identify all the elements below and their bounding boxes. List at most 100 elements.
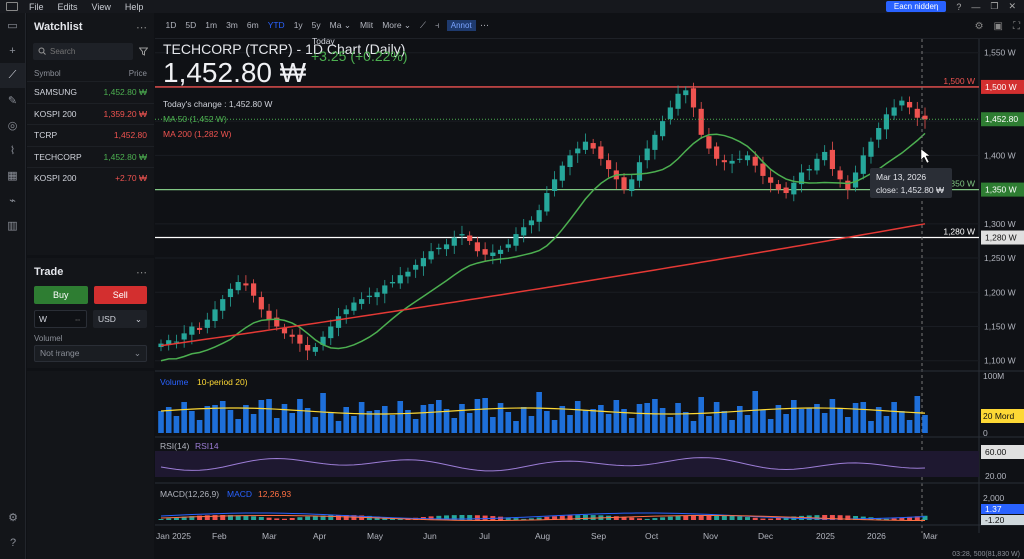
volume-bar: [436, 400, 442, 433]
annot-button[interactable]: Annot: [446, 20, 476, 31]
col-symbol[interactable]: Symbol: [34, 69, 61, 78]
candle-body: [181, 333, 187, 340]
candle-body: [791, 182, 797, 195]
macd-histogram-bar: [544, 516, 550, 520]
circle-icon[interactable]: ◎: [7, 120, 18, 132]
timeframe-2[interactable]: 1m: [205, 20, 218, 30]
candle-body: [497, 249, 504, 254]
watchlist-row[interactable]: TECHCORP 1,452.80 ₩: [27, 145, 154, 168]
filter-icon[interactable]: [139, 47, 148, 56]
help-circle-icon[interactable]: ?: [9, 536, 17, 549]
app-icon: [6, 2, 18, 11]
macd-histogram-bar: [158, 519, 164, 520]
level-1350-label: 1,350 W: [943, 179, 975, 189]
camera-icon[interactable]: ▣: [993, 20, 1003, 32]
chart-icon[interactable]: ⟋: [0, 63, 25, 88]
timeframe-10[interactable]: More ⌄: [382, 20, 412, 30]
watchlist-row[interactable]: TCRP 1,452.80: [27, 124, 154, 146]
candle-body: [575, 148, 581, 154]
x-tick-label: Mar: [923, 531, 938, 541]
currency-select[interactable]: USD ⌄: [93, 310, 147, 328]
volume-bar: [250, 414, 257, 433]
search-box[interactable]: [33, 42, 133, 60]
macd-histogram-bar: [745, 517, 751, 520]
chart-area[interactable]: 1D 5D 1m 3m 6m YTD 1y 5y Ma ⌄ Mlit More ⌄ ⟋ ⫞ Anno…: [155, 13, 1024, 559]
menu-help[interactable]: Help: [124, 1, 144, 12]
volume-bar: [613, 400, 620, 433]
compare-icon[interactable]: ⫞: [435, 20, 440, 30]
menu-view[interactable]: View: [91, 1, 111, 12]
volume-bar: [420, 405, 427, 433]
menu-bar: File Edits View Help Eacn niddeη ? — ❐ ✕: [0, 0, 1024, 13]
menu-edit[interactable]: Edits: [57, 1, 78, 12]
watchlist-row[interactable]: KOSPI 200 +2.70 ₩: [27, 167, 154, 189]
macd-histogram-bar: [521, 518, 527, 520]
volume-bar: [922, 415, 928, 433]
candle-body: [243, 283, 249, 286]
bar-chart-icon[interactable]: ▥: [7, 220, 18, 232]
more-icon[interactable]: ⋯: [136, 21, 147, 34]
calendar-icon[interactable]: ▦: [7, 170, 18, 182]
volume-bar: [412, 419, 419, 433]
plus-icon[interactable]: +: [9, 44, 16, 57]
pencil-icon[interactable]: ✎: [7, 95, 18, 107]
maximize-icon[interactable]: ❐: [990, 1, 999, 11]
candle-body: [752, 156, 758, 166]
macd-histogram-bar: [644, 518, 650, 520]
search-input[interactable]: [50, 46, 120, 56]
timeframe-0[interactable]: 1D: [165, 20, 177, 30]
volume-bar: [852, 403, 859, 433]
quantity-input[interactable]: W ⇔: [34, 310, 87, 328]
volume-bar: [590, 409, 596, 433]
fullscreen-icon[interactable]: ⛶: [1013, 20, 1020, 32]
col-price[interactable]: Price: [128, 69, 147, 78]
quantity-value: W: [39, 314, 48, 324]
candle-body: [351, 302, 357, 311]
trend-icon[interactable]: ⌇: [9, 145, 16, 157]
volume-bar: [490, 417, 496, 433]
watchlist-row[interactable]: KOSPI 200 1,359.20 ₩: [27, 102, 154, 125]
timeframe-5[interactable]: YTD: [267, 20, 285, 30]
status-text: 03:28, 500(81,830 W): [952, 551, 1020, 558]
timeframe-9[interactable]: Mlit: [359, 20, 374, 30]
watchlist-row[interactable]: SAMSUNG 1,452.80 ₩: [27, 81, 154, 103]
minimize-icon[interactable]: —: [971, 1, 981, 12]
macd-histogram-bar: [667, 516, 673, 520]
settings-icon[interactable]: ⚙: [8, 512, 18, 524]
volume-bar: [837, 408, 843, 433]
volume-bar: [845, 417, 851, 433]
macd-histogram-bar: [328, 515, 334, 520]
candle-body: [860, 155, 866, 174]
menu-file[interactable]: File: [29, 1, 44, 12]
price-chart[interactable]: 1,550 W1,500 W1,450 W1,400 W1,350 W1,300…: [155, 13, 1024, 559]
macd-histogram-bar: [536, 517, 542, 520]
close-icon[interactable]: ✕: [1008, 1, 1016, 11]
candle-body: [251, 283, 257, 296]
buy-button[interactable]: Buy: [34, 286, 88, 304]
more-icon[interactable]: ⋯: [136, 266, 147, 279]
help-icon[interactable]: ?: [956, 1, 962, 12]
range-select[interactable]: Not ⟊range ⌄: [34, 345, 147, 362]
timeframe-1[interactable]: 5D: [185, 20, 197, 30]
candle-body: [366, 295, 372, 298]
macd-histogram-bar: [652, 518, 658, 520]
macd-histogram-bar: [760, 518, 766, 520]
settings-icon[interactable]: ⚙: [974, 20, 984, 32]
ma50-legend[interactable]: MA 50 (1,452 W): [163, 114, 227, 124]
timeframe-4[interactable]: 6m: [246, 20, 259, 30]
timeframe-6[interactable]: 1y: [293, 20, 303, 30]
folder-icon[interactable]: ▭: [7, 20, 18, 32]
brush-icon[interactable]: ⌁: [9, 195, 16, 207]
timeframe-7[interactable]: 5y: [311, 20, 321, 30]
macd-histogram-bar: [714, 515, 720, 520]
more-icon[interactable]: ⋯: [480, 20, 489, 30]
timeframe-3[interactable]: 3m: [226, 20, 238, 30]
cursor-icon: [920, 148, 931, 164]
row-price: 1,452.80 ₩: [103, 151, 147, 162]
hidden-button[interactable]: Eacn niddeη: [885, 1, 947, 12]
tag-1452-bg: [981, 112, 1024, 127]
indicator-icon[interactable]: ⟋: [420, 20, 426, 30]
ma200-legend[interactable]: MA 200 (1,282 W): [163, 129, 232, 139]
sell-button[interactable]: Sell: [93, 286, 147, 304]
timeframe-8[interactable]: Ma ⌄: [329, 20, 351, 30]
